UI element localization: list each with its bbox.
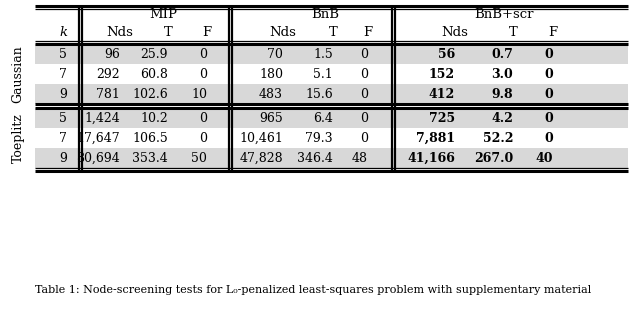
- Text: 0: 0: [199, 111, 207, 124]
- Text: 56: 56: [438, 47, 455, 61]
- Text: T: T: [164, 27, 172, 40]
- Text: 0.7: 0.7: [491, 47, 513, 61]
- Text: 9: 9: [59, 152, 67, 164]
- Text: 9: 9: [59, 87, 67, 100]
- Text: 106.5: 106.5: [132, 131, 168, 144]
- Text: 483: 483: [259, 87, 283, 100]
- Text: 6.4: 6.4: [313, 111, 333, 124]
- Text: 102.6: 102.6: [132, 87, 168, 100]
- Text: 0: 0: [360, 87, 368, 100]
- Text: 5: 5: [59, 47, 67, 61]
- Text: 40: 40: [536, 152, 553, 164]
- Text: Gaussian: Gaussian: [12, 45, 24, 103]
- Text: 50: 50: [191, 152, 207, 164]
- Text: T: T: [328, 27, 337, 40]
- Text: 5: 5: [59, 111, 67, 124]
- Text: 15.6: 15.6: [305, 87, 333, 100]
- Text: 52.2: 52.2: [483, 131, 513, 144]
- Text: 0: 0: [199, 67, 207, 80]
- Text: 0: 0: [544, 111, 553, 124]
- Text: 267.0: 267.0: [474, 152, 513, 164]
- Text: Nds: Nds: [442, 27, 468, 40]
- Text: 180: 180: [259, 67, 283, 80]
- Text: 41,166: 41,166: [407, 152, 455, 164]
- Text: 1,424: 1,424: [84, 111, 120, 124]
- Text: 10.2: 10.2: [140, 111, 168, 124]
- Text: k: k: [59, 27, 67, 40]
- Text: F: F: [202, 27, 212, 40]
- Text: Table 1: Node-screening tests for L₀-penalized least-squares problem with supple: Table 1: Node-screening tests for L₀-pen…: [35, 285, 591, 295]
- Text: 0: 0: [544, 47, 553, 61]
- Text: MIP: MIP: [150, 8, 177, 22]
- Text: 353.4: 353.4: [132, 152, 168, 164]
- Text: 7: 7: [59, 131, 67, 144]
- Text: 79.3: 79.3: [305, 131, 333, 144]
- Text: 1.5: 1.5: [313, 47, 333, 61]
- Text: 0: 0: [199, 47, 207, 61]
- Bar: [35, 148, 628, 168]
- Text: 7,881: 7,881: [416, 131, 455, 144]
- Bar: [35, 64, 628, 84]
- Text: F: F: [548, 27, 557, 40]
- Text: Nds: Nds: [107, 27, 133, 40]
- Text: 725: 725: [429, 111, 455, 124]
- Text: 5.1: 5.1: [313, 67, 333, 80]
- Text: 10,461: 10,461: [239, 131, 283, 144]
- Text: 0: 0: [199, 131, 207, 144]
- Text: 17,647: 17,647: [76, 131, 120, 144]
- Text: Toeplitz: Toeplitz: [12, 113, 24, 163]
- Text: Nds: Nds: [269, 27, 296, 40]
- Text: 96: 96: [104, 47, 120, 61]
- Text: 0: 0: [360, 131, 368, 144]
- Text: 4.2: 4.2: [491, 111, 513, 124]
- Text: 3.0: 3.0: [492, 67, 513, 80]
- Text: 0: 0: [360, 47, 368, 61]
- Bar: [35, 108, 628, 128]
- Text: 47,828: 47,828: [239, 152, 283, 164]
- Text: 0: 0: [544, 67, 553, 80]
- Bar: [35, 128, 628, 148]
- Text: 10: 10: [191, 87, 207, 100]
- Text: 781: 781: [96, 87, 120, 100]
- Text: 80,694: 80,694: [76, 152, 120, 164]
- Text: 152: 152: [429, 67, 455, 80]
- Text: 412: 412: [429, 87, 455, 100]
- Text: 60.8: 60.8: [140, 67, 168, 80]
- Bar: [35, 44, 628, 64]
- Text: 48: 48: [352, 152, 368, 164]
- Bar: [35, 84, 628, 104]
- Text: 0: 0: [544, 87, 553, 100]
- Text: 0: 0: [544, 131, 553, 144]
- Text: 965: 965: [259, 111, 283, 124]
- Text: 70: 70: [267, 47, 283, 61]
- Text: BnB: BnB: [312, 8, 339, 22]
- Text: BnB+scr: BnB+scr: [474, 8, 534, 22]
- Text: T: T: [509, 27, 517, 40]
- Text: F: F: [364, 27, 372, 40]
- Text: 0: 0: [360, 111, 368, 124]
- Text: 0: 0: [360, 67, 368, 80]
- Text: 9.8: 9.8: [492, 87, 513, 100]
- Text: 292: 292: [97, 67, 120, 80]
- Text: 346.4: 346.4: [297, 152, 333, 164]
- Text: 7: 7: [59, 67, 67, 80]
- Text: 25.9: 25.9: [141, 47, 168, 61]
